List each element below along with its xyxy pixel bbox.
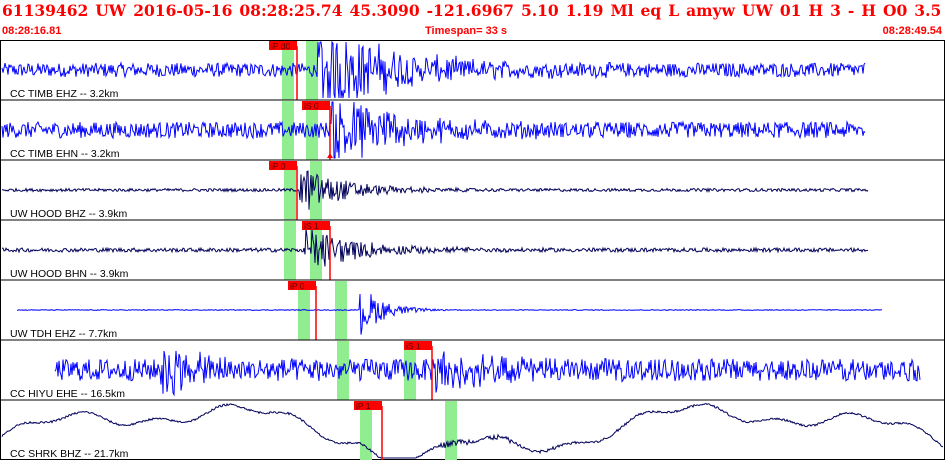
event-field: 5.10 [520,1,559,20]
event-field: - [847,1,855,20]
trace-row[interactable]: iP d0 CC TIMB EHZ -- 3.2km [0,40,945,101]
event-field: amyw [686,1,735,20]
phase-pick-flag[interactable] [404,341,432,350]
phase-pick-flag[interactable] [354,401,382,410]
analysis-window-band [404,341,416,400]
station-label: UW HOOD BHN -- 3.9km [10,268,129,280]
event-field: H [808,1,824,20]
time-range-bar: 08:28:16.81 Timespan= 33 s 08:28:49.54 [0,25,945,39]
event-field: UW [95,1,127,20]
event-field: eq [640,1,662,20]
station-label: CC HIYU EHE -- 16.5km [10,388,125,400]
waveform-trace [2,170,869,210]
event-field: 3.57 [914,1,942,20]
phase-pick-label: iP 0 [290,281,305,291]
trace-row[interactable]: iP 1 CC SHRK BHZ -- 21.7km [1,401,943,460]
window-start-time: 08:28:16.81 [2,25,62,37]
event-field: 08:28:25.74 [239,1,343,20]
phase-pick-flag[interactable] [302,221,330,230]
station-label: UW HOOD BHZ -- 3.9km [10,208,128,220]
trace-row[interactable]: iS 1 CC HIYU EHE -- 16.5km [0,341,945,401]
timespan-label: Timespan= 33 s [425,25,508,37]
analysis-window-band [306,41,318,100]
station-label: CC TIMB EHN -- 3.2km [10,148,120,160]
event-field: Ml [610,1,634,20]
phase-pick-label: iP 0 [271,161,286,171]
event-field: 1.19 [565,1,604,20]
phase-pick-flag[interactable] [269,161,297,170]
analysis-window-band [310,161,322,220]
analysis-window-band [298,281,310,340]
station-label: UW TDH EHZ -- 7.7km [10,328,117,340]
trace-row[interactable]: iP 0 UW HOOD BHZ -- 3.9km [0,161,945,221]
event-field: 01 [779,1,802,20]
event-field: O0 [882,1,908,20]
waveform-trace [1,228,869,267]
event-field: 45.3090 [349,1,420,20]
phase-pick-flag[interactable] [302,101,330,110]
phase-pick-label: iS 1 [304,221,319,231]
waveform-trace [54,350,921,397]
event-field: -121.6967 [426,1,514,20]
analysis-window-band [445,401,457,460]
phase-pick-label: iS 0 [304,101,319,111]
phase-pick-flag[interactable] [269,41,297,50]
event-field: 2016-05-16 [133,1,233,20]
phase-pick-label: iS 1 [406,341,421,351]
event-header: 61139462 UW 2016-05-16 08:28:25.74 45.3090 -1… [0,0,945,40]
trace-row[interactable]: iS 1 UW HOOD BHN -- 3.9km [0,221,945,281]
event-field: H [861,1,876,20]
waveform-trace [1,40,866,99]
phase-pick-label: iP d0 [271,41,290,51]
waveform-trace [16,293,883,335]
pick-marker-icon [327,153,333,158]
station-label: CC TIMB EHZ -- 3.2km [10,88,119,100]
event-field: 3 [830,1,841,20]
trace-row[interactable]: iP 0 UW TDH EHZ -- 7.7km [0,281,945,341]
event-field: UW [741,1,773,20]
phase-pick-flag[interactable] [288,281,316,290]
window-end-time: 08:28:49.54 [882,25,942,37]
event-field: L [668,1,680,20]
event-field: 61139462 [2,1,89,20]
station-label: CC SHRK BHZ -- 21.7km [10,448,129,460]
waveform-trace [1,101,866,159]
event-summary-line: 61139462 UW 2016-05-16 08:28:25.74 45.3090 -1… [2,1,942,23]
phase-pick-label: iP 1 [356,401,371,411]
seismogram-panel[interactable]: iP d0 CC TIMB EHZ -- 3.2km iS 0 CC TIMB EHN… [0,40,945,460]
waveform-trace [1,402,943,459]
trace-row[interactable]: iS 0 CC TIMB EHN -- 3.2km [0,101,945,161]
